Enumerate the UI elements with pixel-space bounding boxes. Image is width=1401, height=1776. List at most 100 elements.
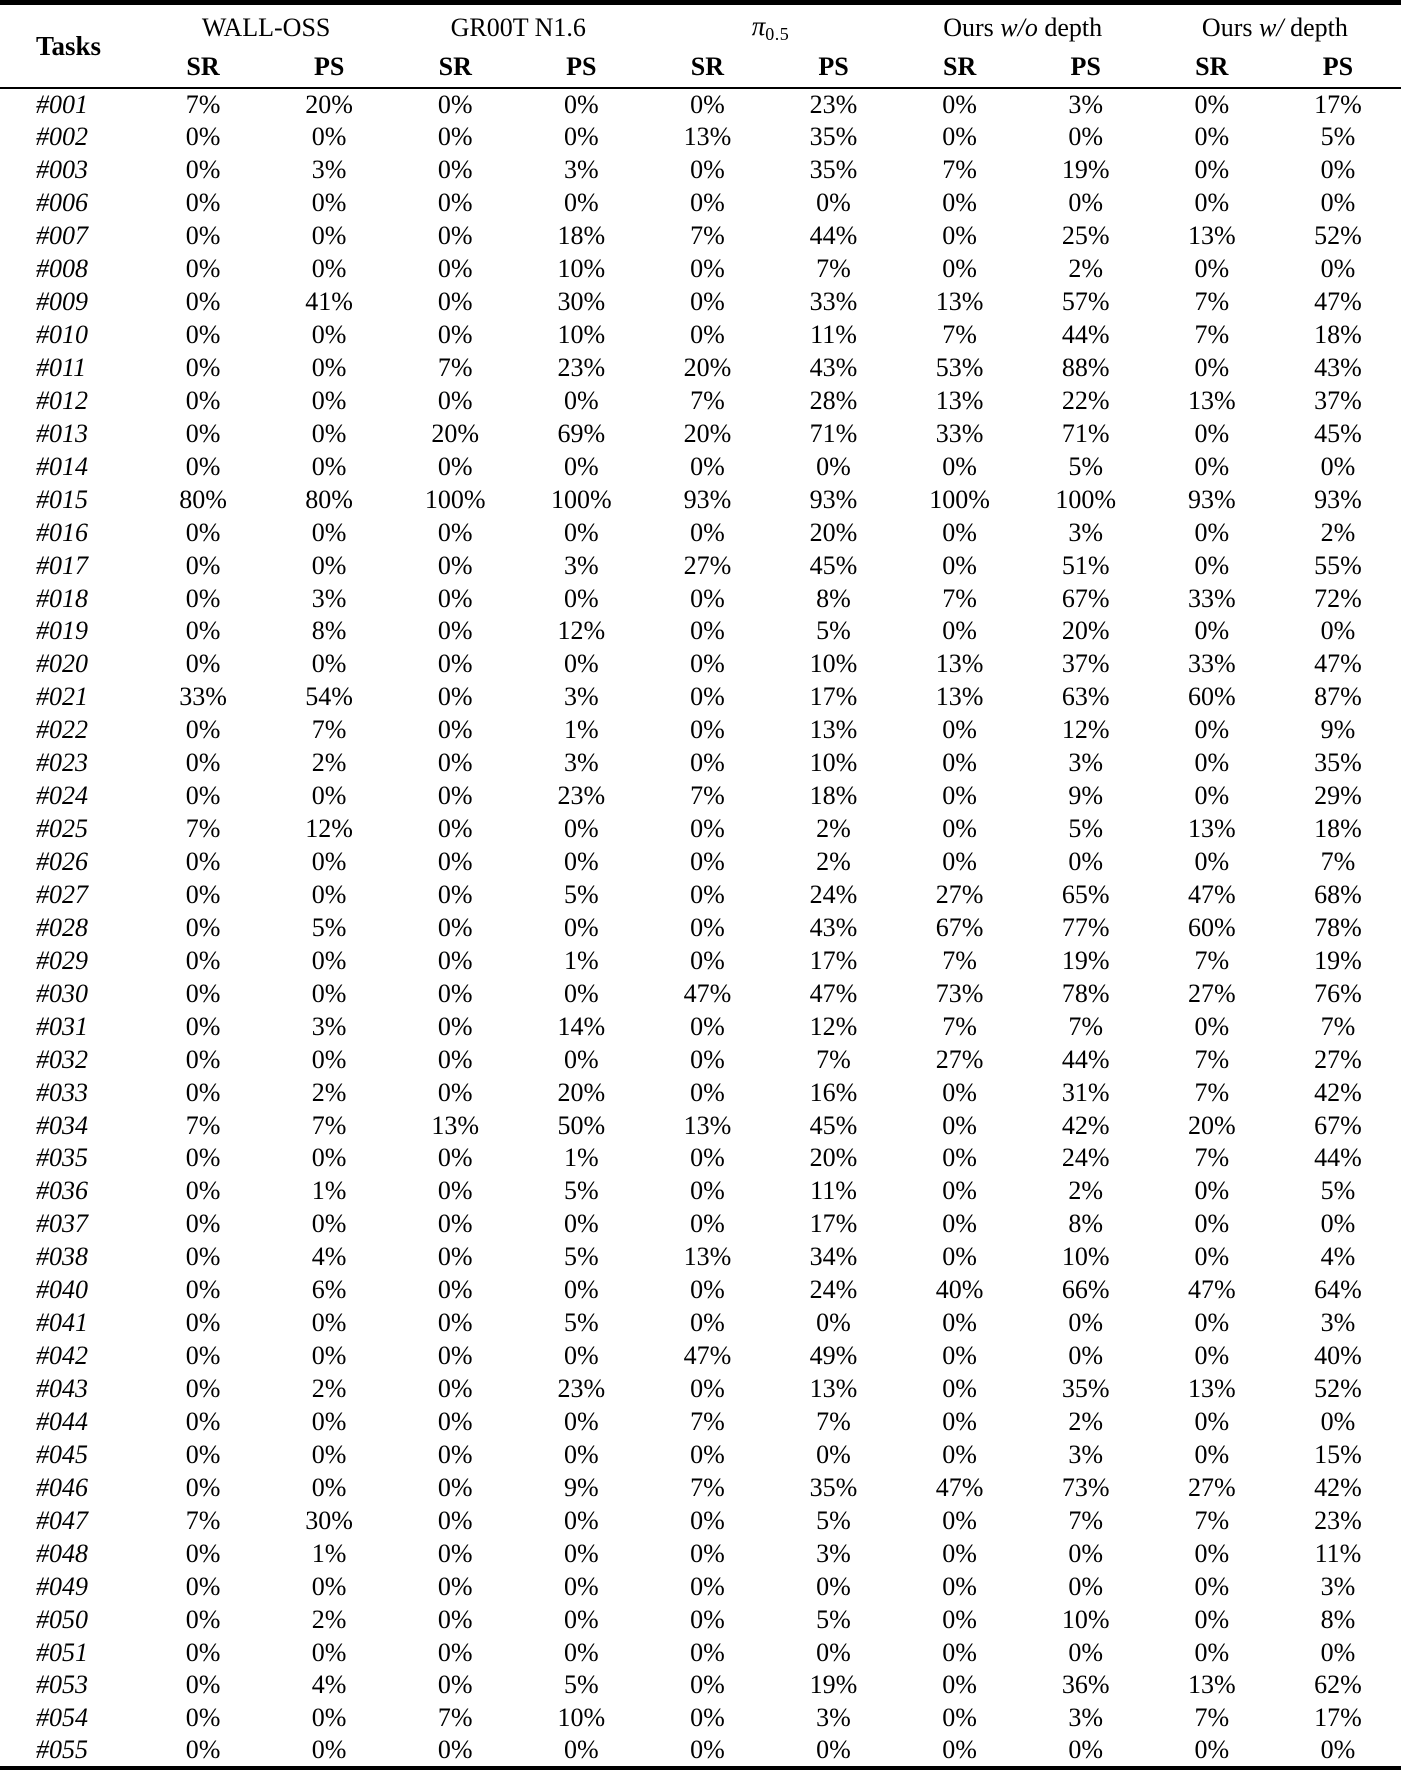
value-cell: 0%	[563, 1604, 599, 1634]
table-row: #008 0% 0% 0% 10% 0% 7% 0% 2% 0% 0%	[0, 253, 1401, 286]
task-id: #012	[36, 385, 88, 415]
value-cell: 0%	[185, 1703, 221, 1733]
value-cell: 0%	[185, 155, 221, 185]
value-cell: 0%	[690, 1670, 725, 1700]
group-label-prefix: Ours	[943, 13, 994, 42]
value-cell: 0%	[437, 385, 473, 415]
value-cell: 0%	[942, 122, 977, 152]
table-row: #001 7% 20% 0% 0% 0% 23% 0% 3% 0% 17%	[0, 88, 1401, 121]
value-cell: 0%	[942, 1571, 977, 1601]
value-cell: 3%	[1068, 1439, 1104, 1469]
value-cell: 0%	[185, 1604, 221, 1634]
value-cell: 0%	[185, 649, 221, 679]
value-cell: 13%	[935, 385, 984, 415]
value-cell: 2%	[816, 814, 851, 844]
value-cell: 0%	[185, 1406, 221, 1436]
value-cell: 53%	[935, 352, 984, 382]
value-cell: 67%	[935, 912, 984, 942]
value-cell: 0%	[690, 155, 725, 185]
value-cell: 30%	[557, 287, 606, 317]
value-cell: 7%	[437, 352, 473, 382]
value-cell: 5%	[816, 616, 851, 646]
value-cell: 0%	[311, 451, 347, 481]
value-cell: 0%	[185, 616, 221, 646]
table-row: #031 0% 3% 0% 14% 0% 12% 7% 7% 0% 7%	[0, 1010, 1401, 1043]
table-row: #024 0% 0% 0% 23% 7% 18% 0% 9% 0% 29%	[0, 780, 1401, 813]
value-cell: 0%	[1194, 1538, 1230, 1568]
value-cell: 35%	[1061, 1374, 1110, 1404]
value-cell: 0%	[1068, 847, 1104, 877]
value-cell: 35%	[1314, 748, 1362, 778]
value-cell: 47%	[1187, 879, 1236, 909]
value-cell: 50%	[557, 1110, 606, 1140]
value-cell: 0%	[437, 188, 473, 218]
value-cell: 0%	[690, 1439, 725, 1469]
value-cell: 0%	[816, 1308, 851, 1338]
value-cell: 0%	[1194, 1604, 1230, 1634]
value-cell: 17%	[809, 682, 858, 712]
value-cell: 0%	[816, 1735, 851, 1765]
value-cell: 0%	[437, 320, 473, 350]
tasks-column-header: Tasks	[36, 30, 102, 61]
value-cell: 0%	[1320, 188, 1356, 218]
value-cell: 100%	[1055, 484, 1117, 514]
value-cell: 0%	[185, 978, 221, 1008]
value-cell: 0%	[437, 847, 473, 877]
value-cell: 0%	[311, 781, 347, 811]
value-cell: 0%	[311, 221, 347, 251]
value-cell: 40%	[1314, 1341, 1362, 1371]
value-cell: 0%	[185, 1637, 221, 1667]
value-cell: 0%	[437, 583, 473, 613]
value-cell: 19%	[1314, 945, 1362, 975]
table-row: #035 0% 0% 0% 1% 0% 20% 0% 24% 7% 44%	[0, 1142, 1401, 1175]
value-cell: 0%	[1194, 1011, 1230, 1041]
task-id: #022	[36, 715, 88, 745]
table-row: #013 0% 0% 20% 69% 20% 71% 33% 71% 0% 45%	[0, 417, 1401, 450]
task-id: #006	[36, 188, 88, 218]
value-cell: 0%	[690, 1143, 725, 1173]
value-cell: 23%	[557, 352, 606, 382]
value-cell: 0%	[311, 1703, 347, 1733]
value-cell: 23%	[1314, 1505, 1362, 1535]
task-id: #008	[36, 254, 88, 284]
table-row: #045 0% 0% 0% 0% 0% 0% 0% 3% 0% 15%	[0, 1438, 1401, 1471]
value-cell: 69%	[557, 418, 606, 448]
table-row: #007 0% 0% 0% 18% 7% 44% 0% 25% 13% 52%	[0, 220, 1401, 253]
value-cell: 0%	[816, 1637, 851, 1667]
value-cell: 15%	[1314, 1439, 1362, 1469]
task-id: #049	[36, 1571, 88, 1601]
value-cell: 0%	[1194, 1439, 1230, 1469]
table-row: #044 0% 0% 0% 0% 7% 7% 0% 2% 0% 0%	[0, 1406, 1401, 1439]
task-id: #045	[36, 1439, 88, 1469]
value-cell: 5%	[816, 1604, 851, 1634]
task-id: #031	[36, 1011, 88, 1041]
value-cell: 0%	[185, 1242, 221, 1272]
value-cell: 63%	[1061, 682, 1110, 712]
value-cell: 0%	[311, 649, 347, 679]
col-header-ps-0: PS	[313, 52, 345, 81]
value-cell: 0%	[1320, 1735, 1356, 1765]
value-cell: 0%	[185, 517, 221, 547]
value-cell: 0%	[690, 1604, 725, 1634]
value-cell: 13%	[809, 1374, 858, 1404]
value-cell: 78%	[1061, 978, 1110, 1008]
value-cell: 20%	[683, 418, 732, 448]
value-cell: 0%	[563, 649, 599, 679]
value-cell: 0%	[690, 1703, 725, 1733]
value-cell: 7%	[690, 385, 725, 415]
value-cell: 0%	[563, 978, 599, 1008]
value-cell: 7%	[942, 583, 977, 613]
value-cell: 7%	[311, 1110, 347, 1140]
value-cell: 0%	[437, 1439, 473, 1469]
value-cell: 43%	[1314, 352, 1362, 382]
value-cell: 17%	[1314, 89, 1362, 119]
value-cell: 0%	[437, 1176, 473, 1206]
value-cell: 0%	[311, 385, 347, 415]
value-cell: 0%	[690, 616, 725, 646]
table-row: #037 0% 0% 0% 0% 0% 17% 0% 8% 0% 0%	[0, 1208, 1401, 1241]
value-cell: 0%	[942, 1406, 977, 1436]
task-id: #003	[36, 155, 88, 185]
value-cell: 0%	[563, 847, 599, 877]
value-cell: 0%	[185, 1143, 221, 1173]
value-cell: 0%	[563, 89, 599, 119]
